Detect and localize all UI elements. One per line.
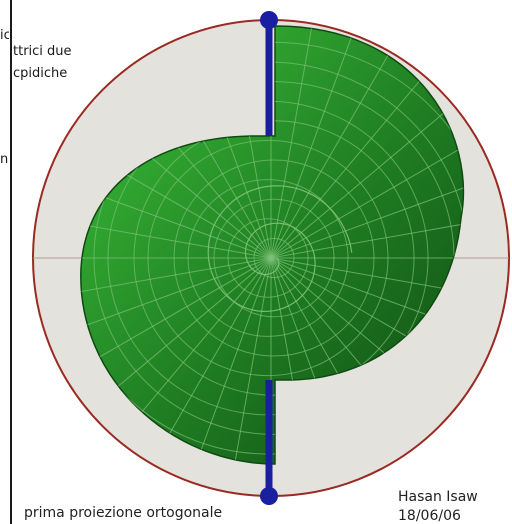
grid-radial-line: [270, 168, 464, 259]
grid-ring: [173, 159, 375, 357]
grid-ring: [227, 218, 309, 298]
side-text-line-4: n: [0, 152, 9, 167]
side-text-line-1: ica: [0, 28, 9, 43]
grid-radial-line: [270, 212, 464, 259]
pole-bottom-dot: [260, 487, 278, 505]
grid-ring: [147, 139, 389, 377]
grid-spiral: [207, 185, 353, 313]
grid-ring: [253, 237, 295, 279]
grid-radial-line: [270, 257, 464, 348]
author-name: Hasan Isaw: [398, 489, 478, 505]
left-frame-border: [10, 0, 12, 524]
side-text-line-2: ttrici due: [13, 44, 72, 59]
grid-radial-line: [270, 32, 402, 259]
grid-ring: [213, 198, 335, 318]
grid-radial-line: [270, 58, 439, 259]
side-text-line-3: cpidiche: [13, 66, 68, 81]
pole-top-dot: [260, 11, 278, 29]
figure-caption: prima proiezione ortogonale: [24, 505, 223, 521]
grid-radial-line: [80, 168, 272, 259]
author-date: 18/06/06: [398, 508, 461, 524]
grid-radial-line: [270, 90, 464, 259]
grid-radial-line: [225, 257, 272, 464]
grid-radial-line: [80, 257, 272, 348]
grid-radial-line: [270, 257, 464, 304]
grid-ring: [187, 179, 349, 337]
